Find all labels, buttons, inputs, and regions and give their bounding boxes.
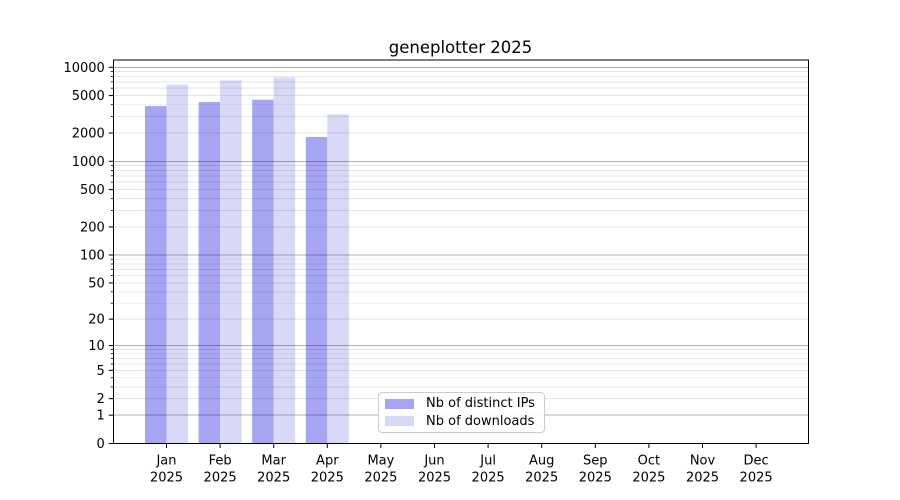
x-tick-label-dec: Dec	[744, 454, 769, 469]
legend-label-distinct-ips: Nb of distinct IPs	[426, 396, 535, 412]
bar-nb-of-distinct-ips-feb	[198, 102, 221, 444]
x-tick-label-feb: Feb	[209, 454, 232, 469]
x-tick-label-feb-year: 2025	[204, 471, 237, 486]
y-tick-label-2000: 2000	[72, 127, 105, 142]
x-tick-label-may: May	[367, 454, 394, 469]
x-tick-label-mar-year: 2025	[257, 471, 290, 486]
x-tick-label-aug-year: 2025	[525, 471, 558, 486]
x-tick-label-aug: Aug	[529, 454, 554, 469]
bar-nb-of-downloads-mar	[273, 77, 296, 444]
x-tick-label-dec-year: 2025	[740, 471, 773, 486]
y-tick-label-200: 200	[80, 220, 105, 235]
y-tick-label-5000: 5000	[72, 89, 105, 104]
y-tick-label-50: 50	[88, 276, 105, 291]
chart-title: geneplotter 2025	[388, 38, 533, 57]
x-tick-label-sep: Sep	[583, 454, 608, 469]
y-tick-label-20: 20	[88, 313, 105, 328]
legend: Nb of distinct IPs Nb of downloads	[378, 392, 545, 433]
x-tick-label-apr: Apr	[316, 454, 339, 469]
bar-nb-of-downloads-feb	[220, 80, 242, 444]
x-tick-label-jan: Jan	[155, 454, 176, 469]
legend-item-distinct-ips: Nb of distinct IPs	[385, 396, 544, 412]
y-tick-label-500: 500	[80, 183, 105, 198]
x-tick-label-jun: Jun	[423, 454, 444, 469]
x-tick-label-jun-year: 2025	[418, 471, 451, 486]
y-tick-label-1: 1	[97, 409, 105, 424]
y-tick-label-1000: 1000	[72, 155, 105, 170]
x-tick-label-jul-year: 2025	[472, 471, 505, 486]
legend-swatch-distinct-ips	[385, 398, 414, 409]
x-tick-label-jan-year: 2025	[150, 471, 183, 486]
legend-item-downloads: Nb of downloads	[385, 413, 544, 429]
x-tick-label-nov: Nov	[690, 454, 716, 469]
x-tick-label-apr-year: 2025	[311, 471, 344, 486]
y-tick-label-10000: 10000	[63, 61, 104, 76]
legend-swatch-downloads	[385, 416, 414, 427]
bar-nb-of-downloads-jan	[166, 84, 188, 444]
legend-label-downloads: Nb of downloads	[426, 413, 535, 429]
bar-nb-of-distinct-ips-jan	[145, 106, 167, 444]
bar-nb-of-downloads-apr	[327, 114, 349, 444]
y-tick-label-0: 0	[97, 437, 105, 452]
plot-border	[112, 59, 809, 444]
bar-nb-of-distinct-ips-mar	[252, 99, 274, 444]
x-tick-label-nov-year: 2025	[686, 471, 719, 486]
y-tick-label-2: 2	[97, 392, 105, 407]
bar-nb-of-distinct-ips-apr	[305, 136, 328, 444]
x-tick-label-oct: Oct	[638, 454, 660, 469]
y-tick-label-10: 10	[88, 339, 105, 354]
y-tick-label-5: 5	[97, 364, 105, 379]
x-tick-label-jul: Jul	[479, 454, 496, 469]
x-tick-label-mar: Mar	[261, 454, 286, 469]
y-tick-label-100: 100	[80, 248, 105, 263]
x-tick-label-sep-year: 2025	[579, 471, 612, 486]
x-tick-label-oct-year: 2025	[632, 471, 665, 486]
x-tick-label-may-year: 2025	[364, 471, 397, 486]
